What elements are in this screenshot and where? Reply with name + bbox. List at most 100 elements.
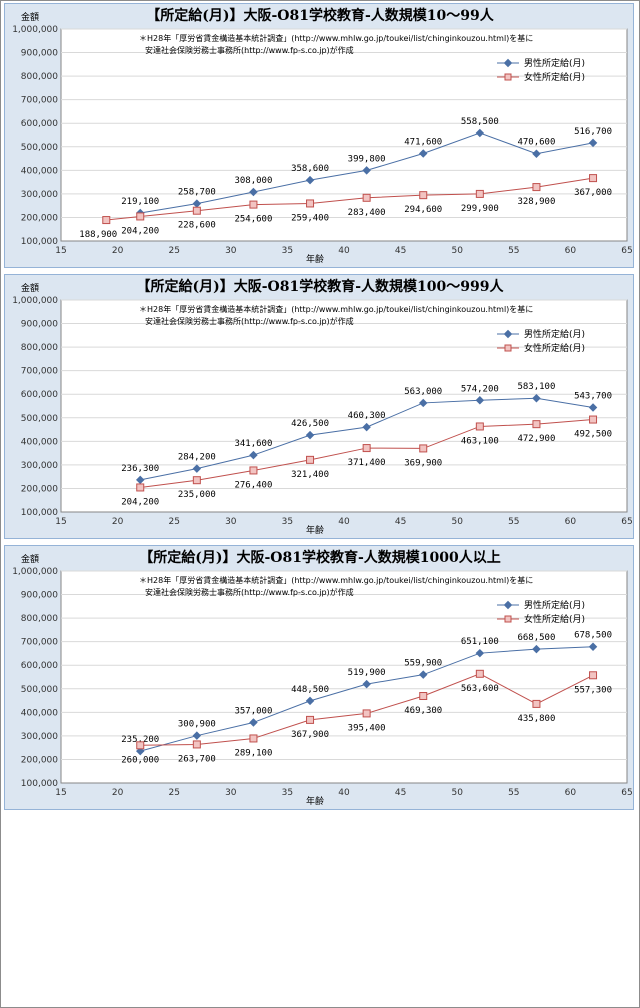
data-label-female: 263,700 bbox=[178, 754, 216, 764]
data-label-female: 463,100 bbox=[461, 436, 499, 446]
x-tick-label: 25 bbox=[168, 517, 179, 527]
data-point-female bbox=[419, 444, 428, 453]
y-tick-label: 400,000 bbox=[21, 166, 58, 176]
data-label-male: 357,000 bbox=[234, 706, 272, 716]
data-point-male bbox=[362, 422, 371, 432]
data-point-female bbox=[419, 692, 428, 701]
data-label-male: 284,200 bbox=[178, 453, 216, 463]
x-tick-label: 35 bbox=[282, 517, 293, 527]
data-label-female: 260,000 bbox=[121, 755, 159, 765]
x-tick-label: 35 bbox=[282, 246, 293, 256]
x-tick-label: 45 bbox=[395, 246, 406, 256]
data-point-male bbox=[135, 475, 145, 485]
chart-panel-1: 100,000 200,000 300,000 400,000 500,000 600,0… bbox=[4, 3, 634, 268]
data-label-male: 563,000 bbox=[404, 387, 442, 397]
data-point-female bbox=[419, 191, 428, 200]
data-label-female: 235,000 bbox=[178, 490, 216, 500]
data-label-male: 471,600 bbox=[404, 137, 442, 147]
data-point-female bbox=[362, 193, 371, 202]
data-point-female bbox=[589, 671, 598, 680]
data-label-female: 254,600 bbox=[234, 215, 272, 225]
y-tick-label: 700,000 bbox=[21, 367, 58, 377]
data-label-male: 341,600 bbox=[234, 439, 272, 449]
data-label-male: 308,000 bbox=[234, 176, 272, 186]
data-label-male: 543,700 bbox=[574, 391, 612, 401]
y-tick-label: 500,000 bbox=[21, 414, 58, 424]
chart-panel-3: 100,000 200,000 300,000 400,000 500,000 600,0… bbox=[4, 545, 634, 810]
x-axis-label: 年齢 bbox=[306, 524, 324, 536]
source-note: 安達社会保険労務士事務所(http://www.fp-s.co.jp)が作成 bbox=[145, 316, 354, 326]
y-tick-label: 700,000 bbox=[21, 638, 58, 648]
data-label-female: 294,600 bbox=[404, 205, 442, 215]
x-tick-label: 20 bbox=[112, 788, 124, 798]
data-label-female: 395,400 bbox=[348, 723, 386, 733]
data-point-female bbox=[136, 483, 145, 492]
source-note: ＊H28年「厚労省賃金構造基本統計調査」(http://www.mhlw.go.… bbox=[139, 575, 533, 585]
data-label-female: 299,900 bbox=[461, 204, 499, 214]
x-tick-label: 45 bbox=[395, 788, 406, 798]
data-label-male: 558,500 bbox=[461, 117, 499, 127]
legend-label: 男性所定給(月) bbox=[524, 599, 585, 611]
x-tick-label: 15 bbox=[55, 788, 66, 798]
data-point-male bbox=[588, 642, 598, 651]
x-tick-label: 30 bbox=[225, 517, 237, 527]
x-tick-label: 40 bbox=[338, 788, 350, 798]
y-axis-label: 金額 bbox=[21, 553, 39, 565]
data-label-female: 188,900 bbox=[79, 230, 117, 240]
y-tick-label: 700,000 bbox=[21, 96, 58, 106]
x-tick-label: 30 bbox=[225, 788, 237, 798]
data-label-female: 204,200 bbox=[121, 226, 159, 236]
data-label-female: 321,400 bbox=[291, 470, 329, 480]
data-point-male bbox=[305, 430, 315, 440]
source-note: ＊H28年「厚労省賃金構造基本統計調査」(http://www.mhlw.go.… bbox=[139, 33, 533, 43]
data-label-female: 228,600 bbox=[178, 221, 216, 231]
data-point-male bbox=[418, 398, 428, 408]
chart-svg-3: 100,000 200,000 300,000 400,000 500,000 600,0… bbox=[12, 549, 633, 807]
data-point-female bbox=[192, 740, 201, 749]
x-tick-label: 30 bbox=[225, 246, 237, 256]
data-point-female bbox=[589, 415, 598, 424]
y-tick-label: 300,000 bbox=[21, 732, 58, 742]
legend-label: 女性所定給(月) bbox=[524, 71, 585, 83]
data-label-male: 678,500 bbox=[574, 631, 612, 641]
data-label-male: 236,300 bbox=[121, 464, 159, 474]
data-label-female: 557,300 bbox=[574, 685, 612, 695]
y-tick-label: 200,000 bbox=[21, 484, 58, 494]
data-label-female: 563,600 bbox=[461, 684, 499, 694]
chart-title: 【所定給(月)】大阪-O81学校教育-人数規模100〜999人 bbox=[137, 278, 505, 295]
x-tick-label: 45 bbox=[395, 517, 406, 527]
data-label-male: 583,100 bbox=[517, 382, 555, 392]
data-label-male: 470,600 bbox=[517, 138, 555, 148]
x-axis-label: 年齢 bbox=[306, 253, 324, 265]
data-point-female bbox=[306, 715, 315, 724]
x-tick-label: 55 bbox=[508, 788, 519, 798]
x-tick-label: 65 bbox=[621, 517, 632, 527]
x-tick-label: 55 bbox=[508, 246, 519, 256]
data-point-female bbox=[532, 183, 541, 192]
x-tick-label: 40 bbox=[338, 246, 350, 256]
data-label-female: 259,400 bbox=[291, 213, 329, 223]
y-tick-label: 500,000 bbox=[21, 685, 58, 695]
data-label-male: 258,700 bbox=[178, 188, 216, 198]
data-point-female bbox=[136, 741, 145, 750]
series-line-female bbox=[106, 177, 594, 221]
x-tick-label: 55 bbox=[508, 517, 519, 527]
y-tick-label: 300,000 bbox=[21, 190, 58, 200]
data-point-male bbox=[249, 450, 258, 460]
x-tick-label: 20 bbox=[112, 246, 124, 256]
y-tick-label: 600,000 bbox=[21, 119, 58, 129]
data-point-male bbox=[192, 731, 202, 740]
x-tick-label: 50 bbox=[451, 788, 463, 798]
data-point-male bbox=[418, 670, 428, 679]
data-point-female bbox=[475, 422, 484, 431]
y-tick-label: 100,000 bbox=[21, 508, 58, 518]
data-label-male: 235,200 bbox=[121, 735, 159, 745]
source-note: 安達社会保険労務士事務所(http://www.fp-s.co.jp)が作成 bbox=[145, 45, 354, 55]
data-point-male bbox=[305, 175, 315, 185]
data-label-male: 519,900 bbox=[348, 668, 386, 678]
data-point-female bbox=[192, 206, 201, 215]
data-point-female bbox=[136, 212, 145, 221]
y-axis-label: 金額 bbox=[21, 282, 39, 294]
x-tick-label: 40 bbox=[338, 517, 350, 527]
data-point-male bbox=[305, 696, 315, 706]
